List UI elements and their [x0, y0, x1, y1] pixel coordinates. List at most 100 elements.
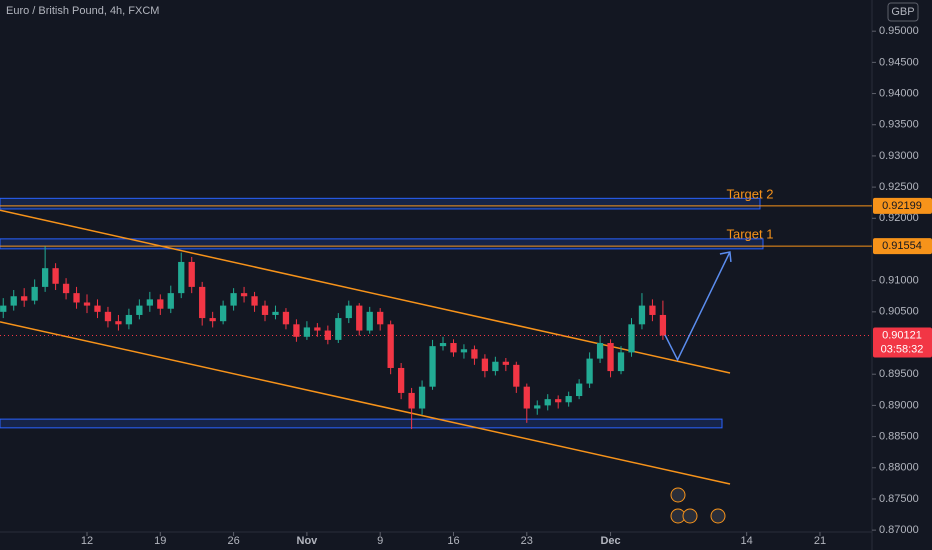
candle-body — [408, 392, 415, 409]
target-label: Target 1 — [727, 227, 774, 242]
candle-body — [492, 361, 499, 372]
candle-body — [324, 330, 331, 340]
x-tick-label: 16 — [447, 535, 459, 547]
candle-body — [261, 305, 269, 315]
y-tick-label: 0.89000 — [879, 399, 919, 411]
candle-body — [345, 305, 352, 319]
y-tick-label: 0.93500 — [879, 119, 919, 131]
target-price-box — [873, 197, 932, 214]
candle-body — [450, 343, 457, 353]
candle-body — [628, 324, 635, 353]
candle-body — [167, 293, 174, 309]
candle-body — [282, 311, 290, 325]
candle-body — [199, 286, 206, 319]
y-tick-label: 0.88000 — [879, 462, 919, 474]
candle-body — [502, 361, 509, 365]
y-tick-label: 0.92000 — [879, 212, 919, 224]
currency-label[interactable]: GBP — [891, 6, 914, 18]
x-tick-label: 26 — [227, 535, 239, 547]
candle-body — [471, 349, 478, 359]
y-tick-label: 0.89500 — [879, 368, 919, 380]
x-tick-label: 19 — [154, 535, 166, 547]
candle-body — [188, 261, 195, 287]
target-price-box — [873, 238, 932, 255]
candle-body — [62, 283, 70, 294]
candle-body — [31, 286, 38, 301]
candle-body — [104, 311, 112, 322]
candle-body — [586, 358, 593, 384]
candle-body — [638, 305, 646, 325]
candle-body — [575, 383, 583, 397]
candle-body — [544, 399, 551, 406]
candle-body — [293, 324, 300, 337]
x-tick-label: 14 — [741, 535, 753, 547]
candle-body — [513, 364, 520, 387]
target-price: 0.92199 — [882, 200, 922, 212]
candle-body — [303, 327, 311, 337]
event-icons[interactable] — [670, 487, 726, 524]
candle-body — [52, 268, 59, 284]
candle-body — [481, 358, 489, 372]
x-tick-label: Nov — [297, 535, 319, 547]
candle-body — [146, 299, 153, 306]
candle-body — [157, 299, 164, 309]
candle-body — [596, 343, 604, 359]
candle-body — [219, 305, 227, 322]
candle-body — [397, 367, 405, 393]
candle-body — [314, 327, 321, 331]
y-tick-label: 0.92500 — [879, 181, 919, 193]
candle-body — [534, 405, 541, 409]
candle-body — [230, 293, 237, 306]
arrow-head — [719, 251, 732, 263]
y-tick-label: 0.94500 — [879, 56, 919, 68]
candle-body — [41, 268, 49, 287]
last-price-box — [873, 327, 932, 358]
candle-body — [565, 396, 572, 403]
candle-body — [523, 386, 530, 409]
trend-line — [0, 321, 731, 485]
candle-body — [429, 346, 436, 387]
y-tick-label: 0.94000 — [879, 87, 919, 99]
candle-body — [377, 311, 384, 325]
candle-body — [418, 386, 426, 409]
candle-body — [10, 296, 17, 306]
target-price: 0.91554 — [882, 240, 922, 252]
candle-body — [125, 314, 133, 325]
candle-body — [240, 293, 248, 297]
y-tick-label: 0.90500 — [879, 306, 919, 318]
candle-body — [272, 311, 279, 315]
candle-body — [335, 318, 342, 340]
candle-body — [83, 302, 91, 306]
x-tick-label: 23 — [521, 535, 533, 547]
candle-body — [136, 305, 143, 315]
candle-body — [356, 305, 363, 331]
candle-body — [387, 324, 394, 368]
candle-body — [607, 343, 614, 372]
x-tick-label: 9 — [377, 535, 383, 547]
target-label: Target 2 — [727, 186, 774, 201]
candle-body — [659, 314, 667, 336]
zone — [0, 238, 764, 250]
candle-body — [21, 296, 28, 301]
candle-body — [439, 343, 447, 347]
countdown: 03:58:32 — [881, 343, 924, 355]
candle-body — [0, 305, 7, 312]
y-tick-label: 0.87500 — [879, 493, 919, 505]
candle-body — [617, 352, 625, 372]
candle-body — [115, 321, 122, 325]
candle-body — [94, 305, 101, 312]
currency-box[interactable] — [887, 2, 919, 22]
y-tick-label: 0.95000 — [879, 25, 919, 37]
candle-body — [649, 305, 656, 315]
chart-title: Euro / British Pound, 4h, FXCM — [6, 5, 159, 17]
x-tick-label: Dec — [600, 535, 620, 547]
zone — [0, 418, 723, 429]
candle-body — [209, 318, 216, 322]
candle-body — [251, 296, 258, 306]
last-price: 0.90121 — [882, 329, 922, 341]
candle-body — [366, 311, 373, 331]
y-tick-label: 0.93000 — [879, 150, 919, 162]
candle-body — [178, 261, 185, 294]
y-tick-label: 0.88500 — [879, 430, 919, 442]
